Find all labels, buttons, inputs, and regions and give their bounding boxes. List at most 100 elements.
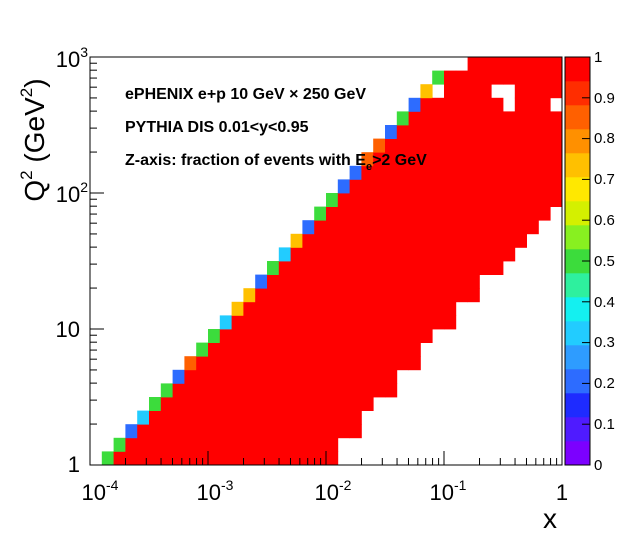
colorbar-segment (565, 441, 590, 466)
colorbar-label: 1 (594, 49, 602, 66)
heatmap-cell (491, 125, 504, 139)
heatmap-cell (408, 356, 421, 371)
heatmap-cell (526, 206, 539, 221)
heatmap-cell (514, 206, 527, 221)
heatmap-cell (255, 329, 268, 343)
heatmap-cell (373, 165, 386, 180)
heatmap-cell (420, 165, 433, 180)
x-tick-label: 10-2 (315, 477, 352, 505)
heatmap-cell (314, 383, 327, 398)
heatmap-cell (314, 301, 327, 316)
heatmap-cell (349, 220, 362, 235)
heatmap-cell (196, 424, 209, 439)
heatmap-cell (361, 315, 374, 330)
heatmap-cell (526, 220, 539, 235)
heatmap-cell (349, 301, 362, 316)
heatmap-cell (243, 424, 256, 439)
heatmap-cell (326, 220, 339, 235)
heatmap-cell (361, 206, 374, 221)
heatmap-cell (550, 57, 563, 71)
heatmap-cell (349, 342, 362, 357)
heatmap-cell (467, 152, 480, 167)
heatmap-cell (149, 424, 162, 439)
heatmap-cell (420, 206, 433, 221)
heatmap-cell (326, 301, 339, 316)
heatmap-cell (149, 410, 162, 425)
heatmap-cell (385, 301, 398, 316)
heatmap-cell (184, 369, 197, 384)
heatmap-cell (302, 437, 315, 452)
heatmap-cell (432, 301, 445, 316)
heatmap-cell (420, 179, 433, 194)
heatmap-cell (196, 369, 209, 384)
heatmap-cell (267, 329, 280, 343)
heatmap-cell (208, 342, 221, 357)
heatmap-cell (302, 424, 315, 439)
heatmap-cell (302, 315, 315, 330)
heatmap-cell (491, 138, 504, 153)
heatmap-cell (432, 125, 445, 139)
heatmap-cell (538, 193, 551, 207)
heatmap-cell (290, 356, 303, 371)
heatmap-cell (467, 111, 480, 126)
heatmap-cell (267, 437, 280, 452)
heatmap-cell (467, 206, 480, 221)
heatmap-cell (290, 233, 303, 248)
heatmap-cell (337, 410, 350, 425)
heatmap-cell (314, 274, 327, 289)
heatmap-cell (385, 356, 398, 371)
heatmap-cell (455, 152, 468, 167)
x-tick-label: 1 (556, 480, 568, 505)
heatmap-cell (526, 57, 539, 71)
heatmap-cell (337, 193, 350, 207)
heatmap-cell (278, 342, 291, 357)
heatmap-cell (526, 165, 539, 180)
colorbar-segment (565, 153, 590, 178)
heatmap-cell (455, 70, 468, 85)
heatmap-cell (219, 356, 232, 371)
heatmap-cell (243, 342, 256, 357)
heatmap-cell (267, 274, 280, 289)
heatmap-cell (467, 138, 480, 153)
heatmap-cell (160, 451, 173, 466)
heatmap-cell (196, 397, 209, 411)
heatmap-cell (349, 193, 362, 207)
heatmap-cell (208, 424, 221, 439)
heatmap-cell (385, 288, 398, 303)
heatmap-cell (385, 165, 398, 180)
heatmap-cell (172, 437, 185, 452)
heatmap-cell (149, 397, 162, 411)
heatmap-cell (444, 206, 457, 221)
heatmap-cell (503, 233, 516, 248)
x-axis-title: x (543, 503, 557, 534)
heatmap-cell (361, 397, 374, 411)
heatmap-cell (255, 342, 268, 357)
heatmap-cell (302, 247, 315, 262)
heatmap-cell (208, 410, 221, 425)
heatmap-cell (290, 329, 303, 343)
heatmap-cell (526, 179, 539, 194)
heatmap-cell (420, 315, 433, 330)
heatmap-cell (444, 247, 457, 262)
heatmap-cell (396, 261, 409, 275)
heatmap-cell (455, 274, 468, 289)
heatmap-cell (314, 206, 327, 221)
heatmap-cell (255, 369, 268, 384)
heatmap-cell (514, 220, 527, 235)
heatmap-cell (137, 410, 150, 425)
heatmap-cell (408, 261, 421, 275)
heatmap-cell (349, 288, 362, 303)
heatmap-cell (349, 397, 362, 411)
heatmap-cell (432, 247, 445, 262)
heatmap-cell (491, 152, 504, 167)
heatmap-cell (302, 397, 315, 411)
colorbar-label: 0.5 (594, 253, 615, 270)
heatmap-cell (514, 165, 527, 180)
heatmap-cell (125, 451, 138, 466)
heatmap-cell (255, 451, 268, 466)
heatmap-cell (314, 410, 327, 425)
heatmap-cell (302, 288, 315, 303)
heatmap-cell (538, 111, 551, 126)
heatmap-cell (314, 369, 327, 384)
heatmap-cell (314, 220, 327, 235)
